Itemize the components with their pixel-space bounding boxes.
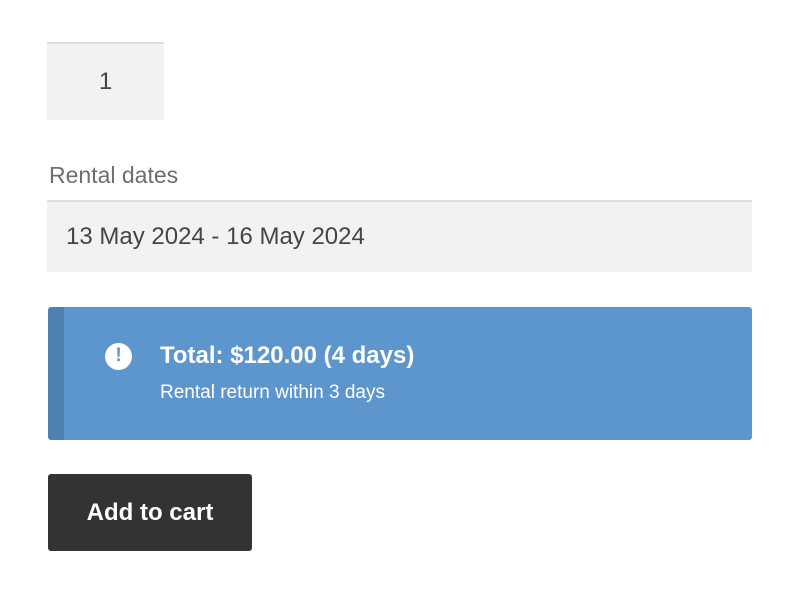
quantity-input[interactable] — [47, 42, 164, 120]
notice-text-block: Total: $120.00 (4 days) Rental return wi… — [160, 339, 414, 405]
info-exclamation-icon: ! — [105, 343, 132, 370]
add-to-cart-button[interactable]: Add to cart — [48, 474, 252, 551]
rental-dates-label: Rental dates — [49, 162, 179, 188]
rental-total-notice: ! Total: $120.00 (4 days) Rental return … — [48, 307, 752, 440]
rental-return-text: Rental return within 3 days — [160, 382, 385, 403]
rental-dates-input[interactable] — [47, 200, 752, 272]
exclamation-glyph: ! — [115, 345, 122, 366]
rental-total-text: Total: $120.00 (4 days) — [160, 342, 415, 369]
